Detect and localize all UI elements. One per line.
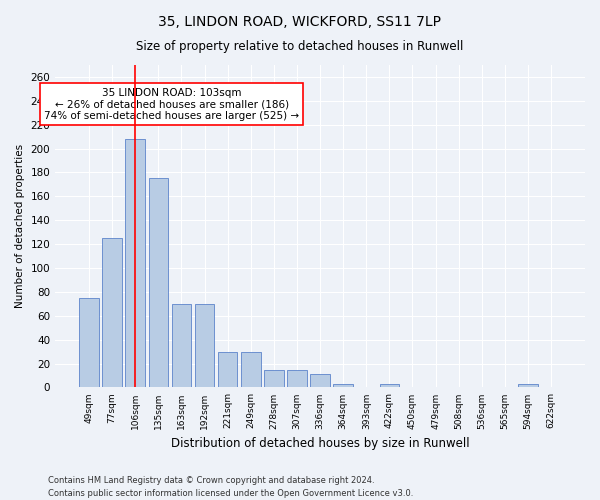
X-axis label: Distribution of detached houses by size in Runwell: Distribution of detached houses by size … <box>171 437 469 450</box>
Bar <box>125 139 145 388</box>
Bar <box>380 384 399 388</box>
Bar <box>218 352 238 388</box>
Bar <box>518 384 538 388</box>
Text: 35, LINDON ROAD, WICKFORD, SS11 7LP: 35, LINDON ROAD, WICKFORD, SS11 7LP <box>158 15 442 29</box>
Text: 35 LINDON ROAD: 103sqm
← 26% of detached houses are smaller (186)
74% of semi-de: 35 LINDON ROAD: 103sqm ← 26% of detached… <box>44 88 299 121</box>
Bar <box>310 374 330 388</box>
Bar <box>149 178 168 388</box>
Text: Size of property relative to detached houses in Runwell: Size of property relative to detached ho… <box>136 40 464 53</box>
Bar <box>103 238 122 388</box>
Bar <box>172 304 191 388</box>
Bar <box>287 370 307 388</box>
Y-axis label: Number of detached properties: Number of detached properties <box>15 144 25 308</box>
Bar <box>79 298 99 388</box>
Bar <box>264 370 284 388</box>
Bar <box>241 352 260 388</box>
Bar <box>195 304 214 388</box>
Text: Contains HM Land Registry data © Crown copyright and database right 2024.: Contains HM Land Registry data © Crown c… <box>48 476 374 485</box>
Text: Contains public sector information licensed under the Open Government Licence v3: Contains public sector information licen… <box>48 488 413 498</box>
Bar <box>334 384 353 388</box>
